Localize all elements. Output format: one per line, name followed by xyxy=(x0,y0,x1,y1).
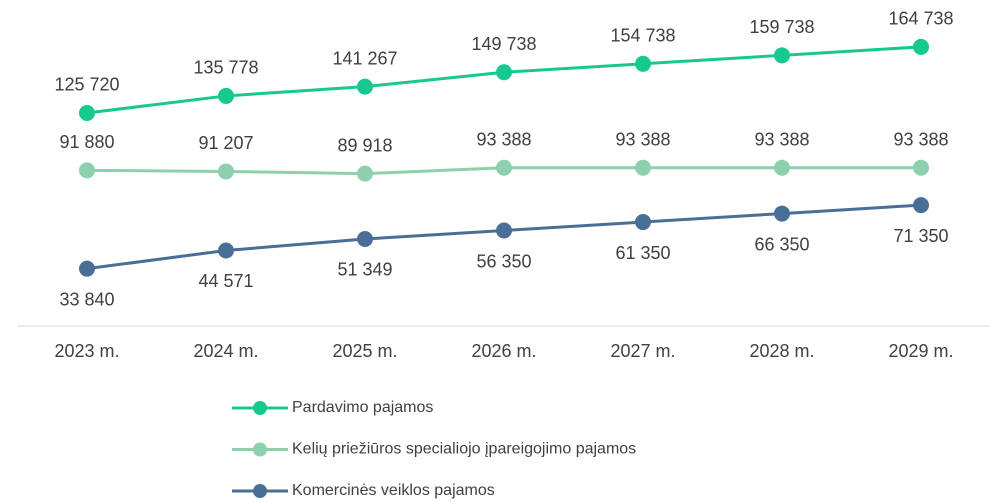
x-tick-label: 2025 m. xyxy=(332,341,397,361)
data-point xyxy=(496,222,512,239)
data-point xyxy=(218,163,234,180)
x-tick-label: 2026 m. xyxy=(471,341,536,361)
data-label: 44 571 xyxy=(198,271,253,291)
data-label: 33 840 xyxy=(59,289,114,309)
data-point xyxy=(79,260,95,277)
data-point xyxy=(913,38,929,55)
x-tick-label: 2027 m. xyxy=(610,341,675,361)
data-label: 93 388 xyxy=(476,130,531,150)
data-point xyxy=(635,159,651,176)
legend-marker xyxy=(253,484,267,498)
data-label: 135 778 xyxy=(193,58,258,78)
data-label: 91 880 xyxy=(59,132,114,152)
data-label: 93 388 xyxy=(615,130,670,150)
x-tick-label: 2029 m. xyxy=(888,341,953,361)
legend-label: Kelių priežiūros specialiojo įpareigojim… xyxy=(292,441,636,458)
data-label: 66 350 xyxy=(754,234,809,254)
data-point xyxy=(774,205,790,222)
data-point xyxy=(496,64,512,81)
data-point xyxy=(774,47,790,64)
data-point xyxy=(79,162,95,179)
data-point xyxy=(774,159,790,176)
data-label: 61 350 xyxy=(615,243,670,263)
legend-label: Komercinės veiklos pajamos xyxy=(292,482,495,499)
data-label: 141 267 xyxy=(332,48,397,68)
data-point xyxy=(218,87,234,104)
data-point xyxy=(357,230,373,247)
data-label: 154 738 xyxy=(610,26,675,46)
data-label: 149 738 xyxy=(471,34,536,54)
data-label: 125 720 xyxy=(54,75,119,95)
legend-marker xyxy=(253,401,267,415)
data-label: 71 350 xyxy=(893,226,948,246)
data-point xyxy=(496,159,512,176)
data-label: 159 738 xyxy=(749,17,814,37)
data-label: 91 207 xyxy=(198,133,253,153)
legend-marker xyxy=(253,442,267,457)
legend-label: Pardavimo pajamos xyxy=(292,399,433,416)
data-point xyxy=(635,214,651,231)
data-point xyxy=(635,55,651,72)
data-label: 93 388 xyxy=(893,130,948,150)
data-point xyxy=(357,78,373,95)
x-tick-label: 2023 m. xyxy=(54,341,119,361)
x-tick-label: 2024 m. xyxy=(193,341,258,361)
data-point xyxy=(79,104,95,121)
data-label: 51 349 xyxy=(337,260,392,280)
x-tick-label: 2028 m. xyxy=(749,341,814,361)
data-point xyxy=(913,159,929,176)
data-label: 164 738 xyxy=(888,9,953,29)
data-label: 93 388 xyxy=(754,130,809,150)
data-point xyxy=(357,165,373,182)
data-point xyxy=(218,242,234,259)
data-point xyxy=(913,197,929,214)
data-label: 89 918 xyxy=(337,135,392,155)
data-label: 56 350 xyxy=(476,251,531,271)
